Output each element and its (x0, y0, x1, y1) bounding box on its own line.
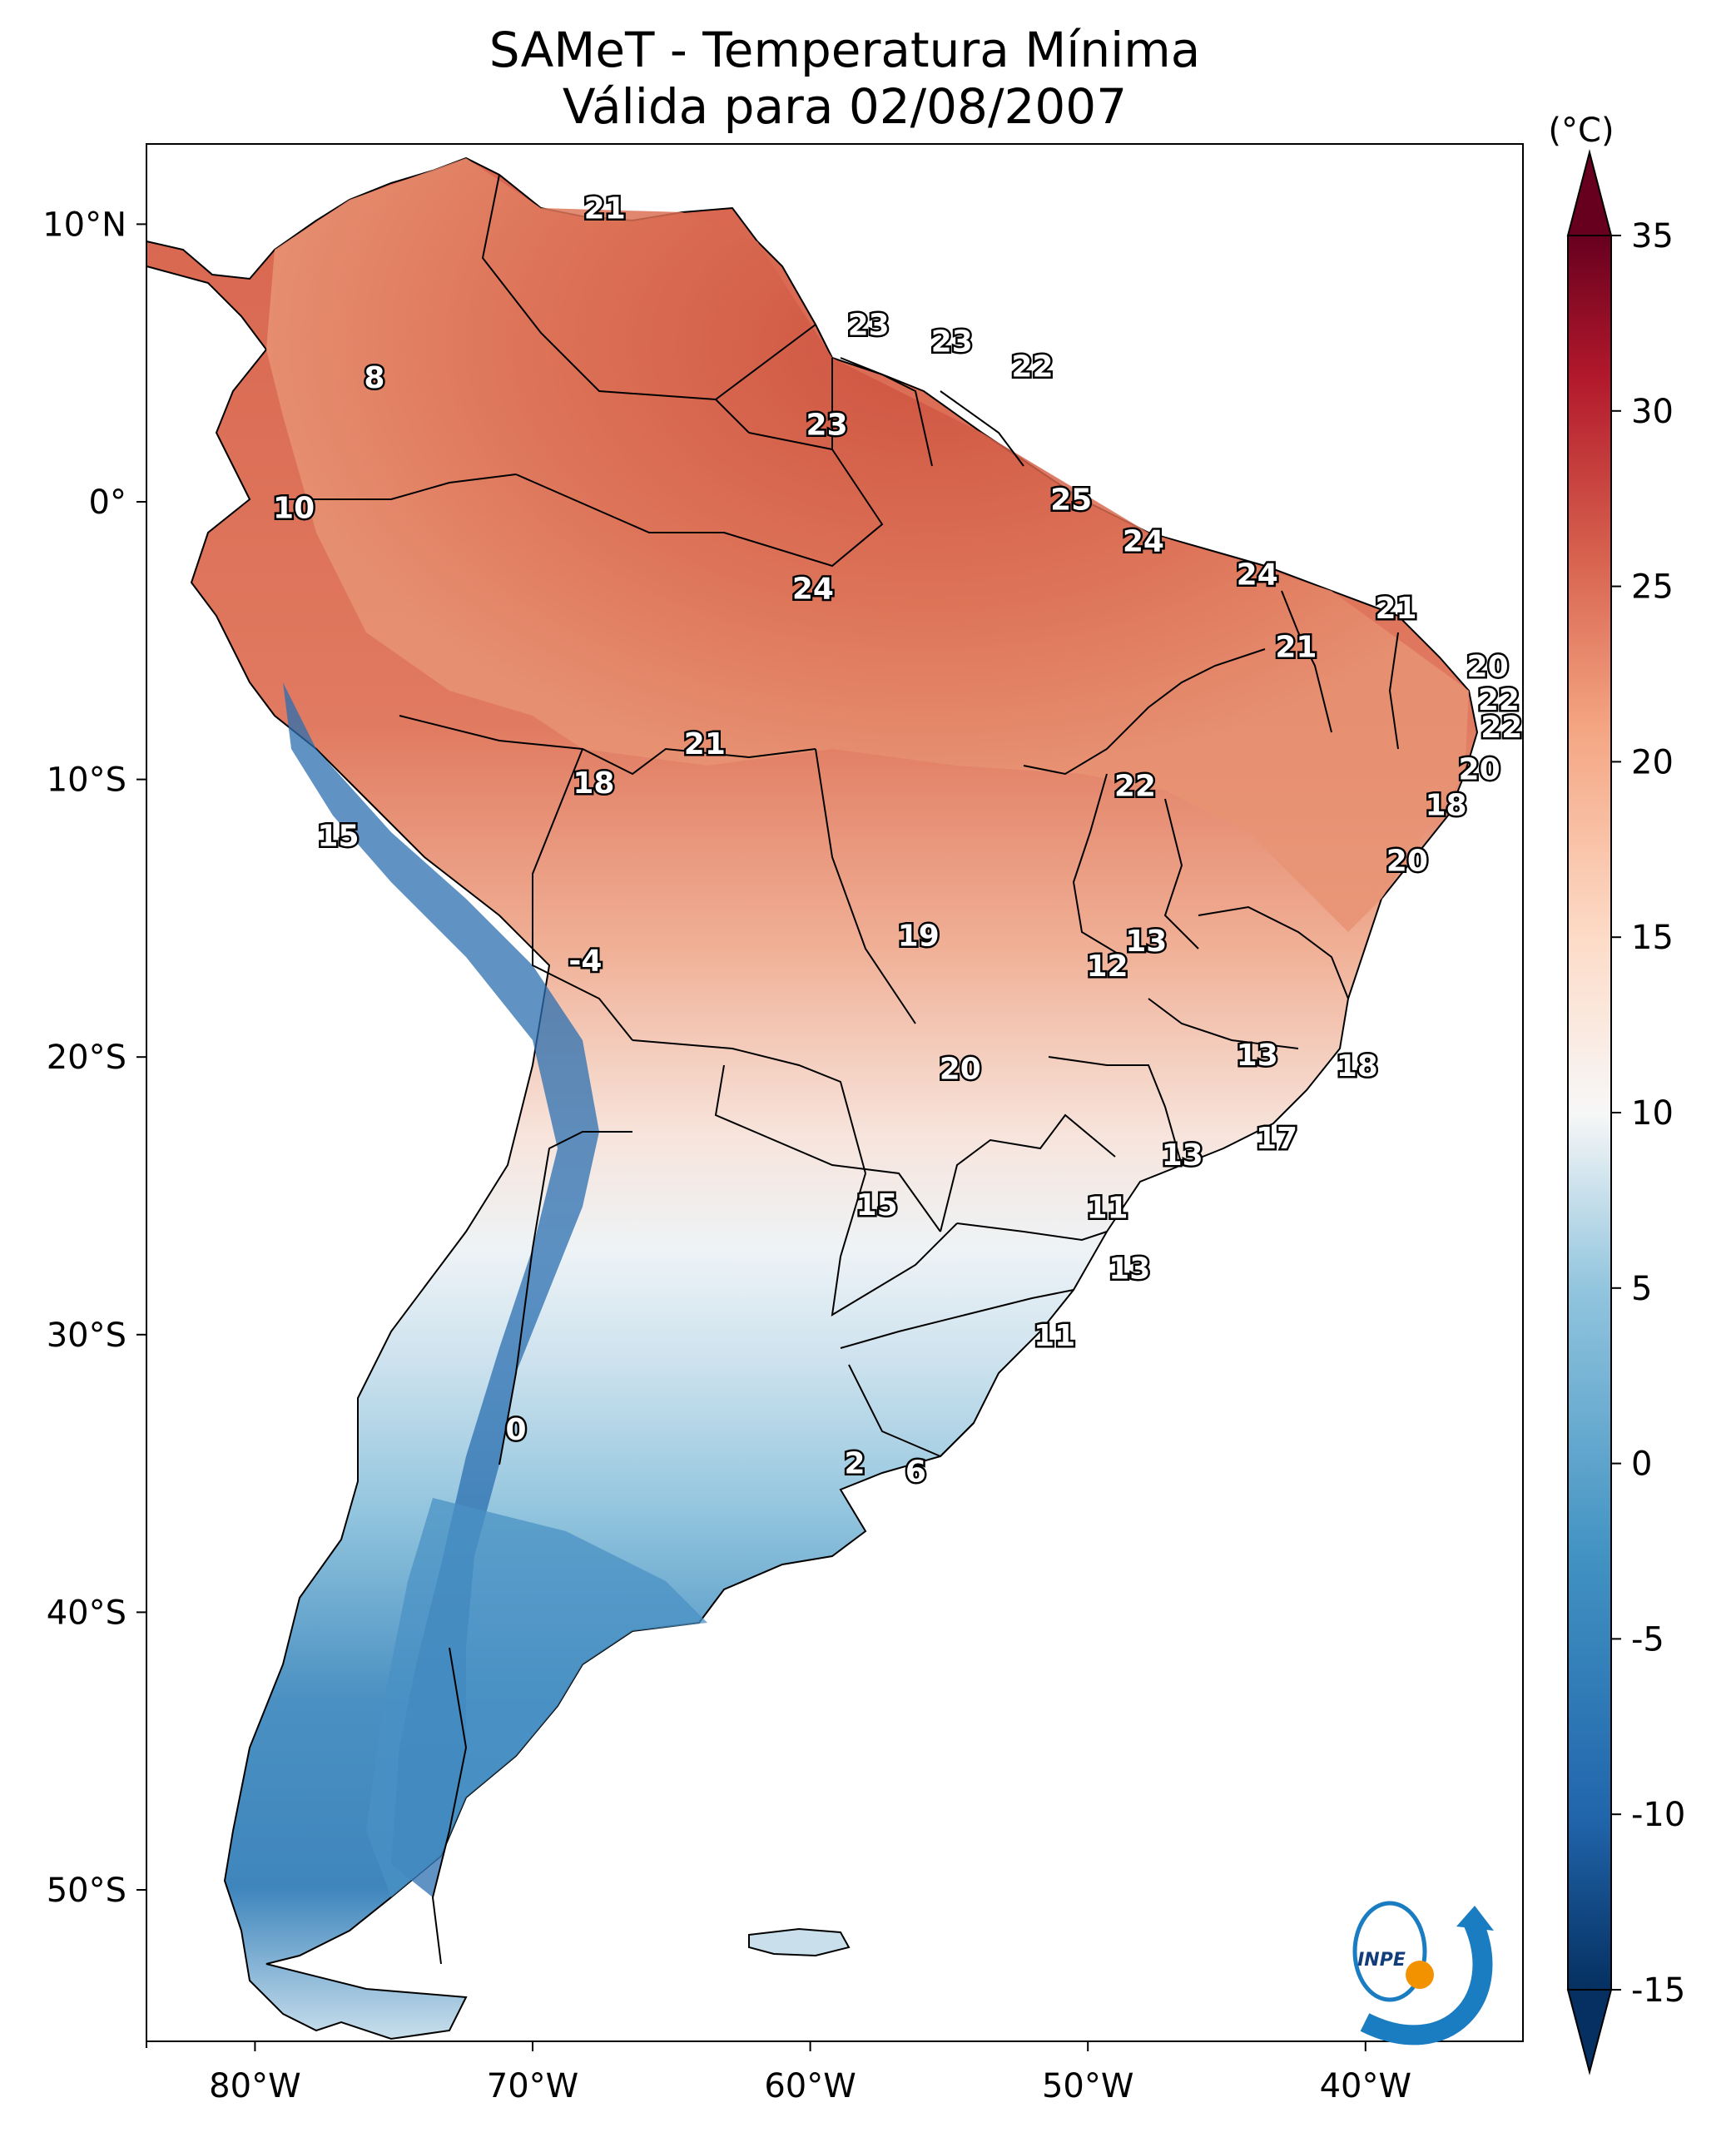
station-value-label: 24 (1237, 558, 1278, 593)
lon-tick-label: 40°W (1320, 2067, 1411, 2105)
colorbar: (°C) 35 30 25 20 15 10 5 0 -5 -10 -15 (1548, 112, 1685, 2075)
lon-tick-label: 70°W (487, 2067, 578, 2105)
latitude-axis: 10°N 0° 10°S 20°S 30°S 40°S 50°S (42, 206, 146, 1910)
andes-cold-strip (283, 682, 599, 1897)
station-value-label: 0 (505, 1413, 526, 1447)
station-value-label: 18 (573, 766, 614, 801)
lon-tick-label: 50°W (1042, 2067, 1133, 2105)
colorbar-tick-label: 15 (1631, 919, 1674, 957)
station-value-label: 22 (1478, 683, 1520, 717)
station-value-label: 21 (684, 727, 726, 761)
station-value-label: 24 (792, 572, 834, 606)
station-value-label: 25 (1050, 483, 1092, 518)
station-value-label: 23 (806, 409, 848, 443)
station-value-label: 13 (1162, 1138, 1203, 1173)
station-value-label: 20 (1467, 650, 1509, 684)
station-value-label: 12 (1086, 950, 1128, 984)
colorbar-bottom-extend (1566, 1989, 1613, 2075)
logo-orbit-icon (1352, 1901, 1427, 2002)
lat-tick-label: 10°S (47, 761, 126, 800)
lat-tick-label: 50°S (47, 1872, 126, 1910)
colorbar-tick-label: -15 (1631, 1971, 1685, 2010)
colorbar-tick-label: -5 (1631, 1620, 1664, 1659)
station-value-label: 19 (898, 919, 940, 953)
station-value-label: 21 (1275, 630, 1317, 664)
station-value-label: 18 (1337, 1049, 1378, 1083)
station-value-label: 13 (1109, 1252, 1150, 1287)
map-subtitle: Válida para 02/08/2007 (562, 78, 1128, 135)
station-value-label: 2 (844, 1446, 865, 1480)
warm-region-north (266, 158, 1469, 932)
logo-arrow-icon (1456, 1906, 1494, 1931)
station-value-label: 15 (317, 819, 359, 853)
station-value-label: 15 (856, 1188, 898, 1222)
lon-tick-label: 60°W (764, 2067, 856, 2105)
logo-text: INPE (1357, 1950, 1406, 1971)
station-value-label: 8 (364, 361, 384, 395)
map-title: SAMeT - Temperatura Mínima (489, 22, 1201, 78)
station-value-label: 22 (1011, 350, 1053, 384)
station-value-label: 18 (1425, 789, 1466, 823)
colorbar-top-extend (1566, 149, 1613, 236)
colorbar-body (1567, 235, 1612, 1991)
station-value-label: 20 (1386, 844, 1428, 878)
patagonia-cold (366, 1498, 707, 1897)
station-value-label: -4 (568, 944, 602, 978)
station-value-label: 17 (1256, 1122, 1297, 1156)
station-value-label: 20 (940, 1053, 981, 1087)
lon-tick-label: 80°W (209, 2067, 300, 2105)
station-value-label: 6 (905, 1455, 926, 1489)
station-value-label: 24 (1123, 525, 1164, 559)
lat-tick-label: 40°S (47, 1594, 126, 1632)
station-value-label: 13 (1125, 925, 1167, 959)
lat-tick-label: 10°N (42, 206, 126, 244)
colorbar-tick-label: 0 (1631, 1445, 1652, 1484)
colorbar-tick-label: 25 (1631, 568, 1674, 607)
colorbar-tick-label: 20 (1631, 743, 1674, 781)
colorbar-tick-label: -10 (1631, 1796, 1685, 1834)
station-value-label: 13 (1237, 1039, 1278, 1073)
station-value-label: 10 (273, 492, 315, 526)
logo-sun-icon (1406, 1961, 1434, 1989)
station-value-label: 21 (1375, 592, 1416, 626)
colorbar-unit: (°C) (1548, 112, 1614, 150)
colorbar-tick-label: 5 (1631, 1270, 1652, 1308)
logo-swoosh-icon (1360, 1918, 1493, 2045)
station-value-label: 23 (848, 308, 890, 342)
inpe-logo: INPE (1352, 1901, 1494, 2045)
colorbar-tick-label: 10 (1631, 1094, 1674, 1133)
colorbar-tick-label: 35 (1631, 217, 1674, 255)
lat-tick-label: 30°S (47, 1316, 126, 1355)
lat-tick-label: 20°S (47, 1039, 126, 1077)
station-value-label: 11 (1086, 1191, 1128, 1225)
falkland-islands (748, 1927, 851, 1957)
station-value-label: 20 (1459, 752, 1500, 786)
station-value-label: 22 (1481, 711, 1522, 745)
station-value-label: 21 (584, 191, 626, 226)
station-value-label: 22 (1114, 769, 1156, 803)
longitude-axis: 80°W 70°W 60°W 50°W 40°W (209, 2041, 1411, 2105)
station-value-label: 23 (931, 325, 973, 359)
lat-tick-label: 0° (89, 483, 126, 522)
country-borders (275, 174, 1399, 1965)
colorbar-tick-label: 30 (1631, 393, 1674, 431)
station-value-label: 11 (1034, 1319, 1075, 1353)
